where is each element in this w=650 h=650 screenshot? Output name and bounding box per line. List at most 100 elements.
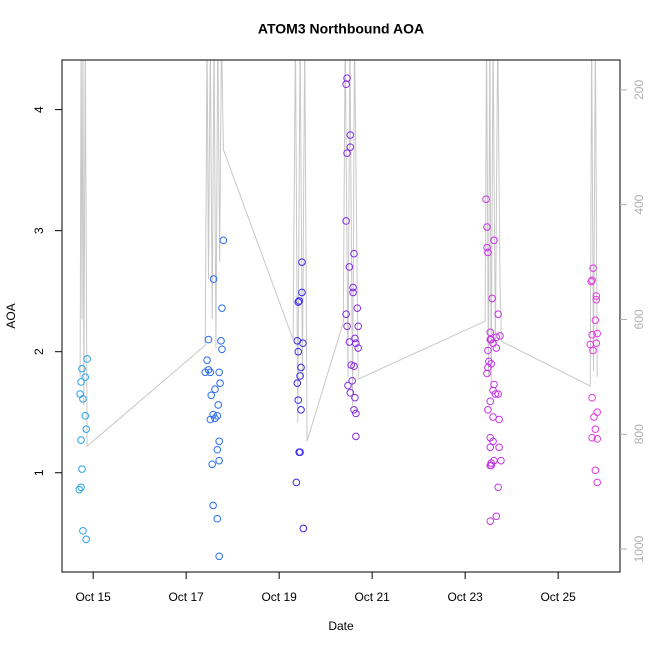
data-point [494,390,502,398]
data-point [295,297,303,305]
data-point [299,524,308,533]
data-point [348,376,356,385]
data-point [82,535,90,544]
data-point [494,310,502,318]
data-point [495,415,503,424]
data-point [350,362,358,371]
data-point [77,483,85,492]
data-line [79,60,598,448]
data-point [353,304,362,312]
data-point [352,432,360,441]
data-point [294,396,303,404]
data-point [484,406,492,414]
y2-tick-label: 1000 [632,535,646,562]
data-point [490,236,498,245]
data-point [592,295,601,304]
data-point [215,368,223,377]
data-point [497,456,505,465]
x-tick-label: Oct 21 [354,590,390,604]
data-point [589,346,597,355]
data-point [204,335,213,344]
data-point [215,552,223,561]
data-point [218,345,226,354]
y2-tick-label: 400 [632,194,646,214]
data-point [486,397,495,406]
data-point [588,276,596,285]
data-point [292,478,301,487]
data-point [351,334,359,343]
data-point [492,512,501,521]
data-point [588,330,596,339]
data-point [206,368,215,377]
data-point [588,393,596,402]
data-point [345,263,354,271]
data-point [349,288,357,297]
data-point [214,401,223,409]
data-point [593,329,602,338]
data-point [593,478,602,487]
data-point [354,322,363,331]
data-point [294,298,303,306]
data-point [219,236,228,245]
data-point [346,143,355,151]
data-point [79,527,87,535]
data-point [588,433,596,442]
data-point [593,408,602,417]
data-point [593,435,602,443]
data-point [350,406,358,414]
data-point [346,131,355,139]
data-point [77,436,85,444]
data-point [78,364,86,373]
data-point [589,264,597,272]
data-point [346,389,355,397]
data-point [83,355,91,363]
data-point [494,483,502,492]
data-point [293,379,302,387]
x-axis-title: Date [328,619,354,633]
y2-tick-label: 600 [632,309,646,329]
y-tick-label: 2 [32,348,46,355]
data-point [207,391,216,400]
data-point [208,460,216,469]
data-point [75,485,84,494]
data-point [213,514,222,523]
data-point [342,310,350,318]
data-point [350,249,358,258]
data-point [343,149,351,158]
data-point [343,322,351,331]
data-point [211,385,219,394]
data-point [217,337,225,345]
data-point [489,437,497,446]
data-point [483,243,491,252]
data-point [590,413,598,421]
data-point [79,395,87,403]
data-point [495,443,503,452]
y2-tick-label: 200 [632,80,646,100]
data-point [209,275,218,283]
x-tick-label: Oct 15 [75,590,111,604]
data-point [591,466,600,475]
data-point [344,381,352,390]
data-point [211,414,219,423]
data-point [296,448,304,456]
data-point [206,415,215,424]
data-point [78,465,86,473]
data-point [351,393,359,402]
data-point [82,425,90,433]
data-point [213,412,222,420]
data-point [342,80,350,89]
point-layer [75,74,602,561]
data-point [592,292,601,300]
data-point [484,346,492,355]
data-point [486,443,495,452]
data-point [345,338,354,346]
y-tick-label: 4 [32,106,46,113]
data-point [591,316,600,325]
y-tick-label: 3 [32,227,46,234]
chart-title: ATOM3 Northbound AOA [258,21,424,37]
data-point [484,248,492,257]
x-tick-label: Oct 19 [261,590,297,604]
data-point [201,368,210,377]
data-point [81,412,90,420]
y-axis-title: AOA [4,303,18,328]
